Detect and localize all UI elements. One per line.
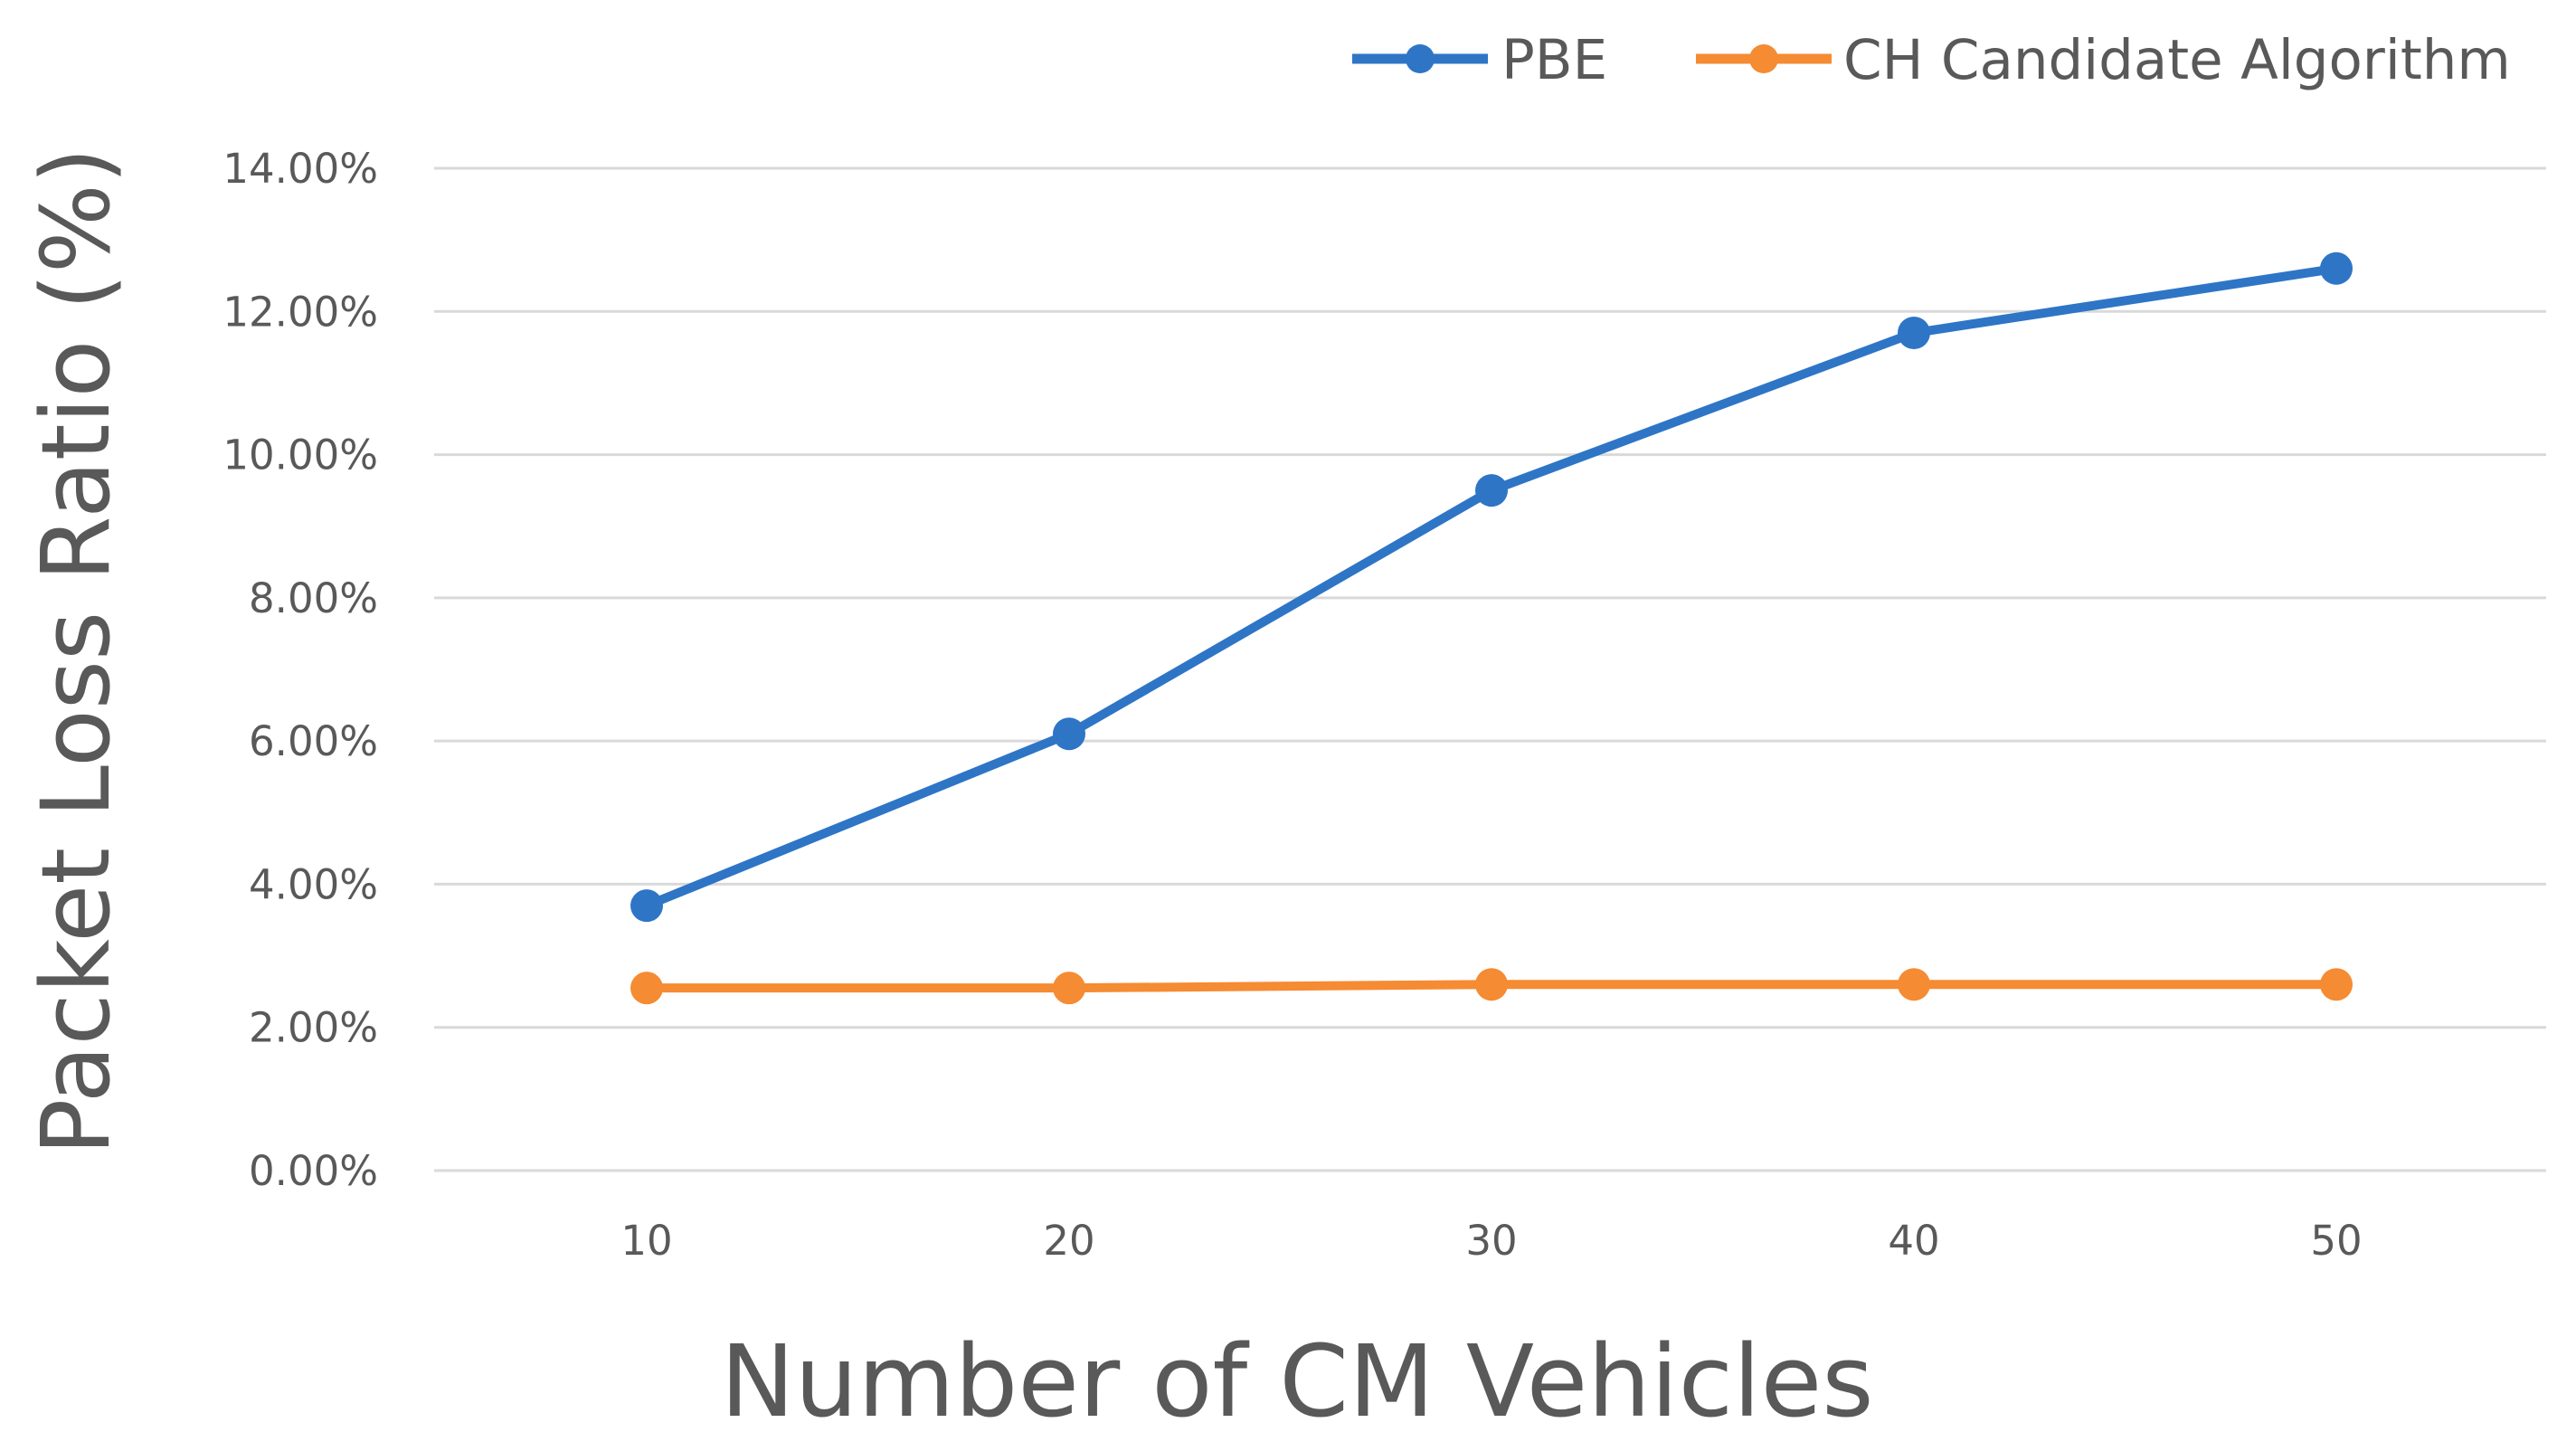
data-point-ch-candidate-algorithm	[630, 972, 663, 1005]
y-tick-label: 6.00%	[249, 717, 378, 765]
data-point-ch-candidate-algorithm	[2320, 968, 2353, 1001]
y-tick-label: 8.00%	[249, 574, 378, 622]
gridlines	[434, 166, 2546, 1172]
legend-entry-ch-candidate: CH Candidate Algorithm	[1696, 28, 2511, 92]
legend-entry-pbe: PBE	[1352, 28, 1607, 92]
legend-swatch-ch-marker	[1749, 44, 1778, 73]
y-tick-label: 10.00%	[223, 432, 378, 479]
data-point-ch-candidate-algorithm	[1053, 972, 1085, 1005]
x-tick-label: 20	[1043, 1217, 1094, 1265]
data-point-pbe	[1475, 474, 1508, 507]
x-tick-label: 30	[1465, 1217, 1517, 1265]
data-point-pbe	[1053, 717, 1085, 751]
data-point-ch-candidate-algorithm	[1898, 968, 1930, 1001]
legend-swatch-pbe-marker	[1406, 44, 1435, 73]
x-axis-title: Number of CM Vehicles	[720, 1323, 1873, 1439]
x-tick-label: 50	[2310, 1217, 2362, 1265]
x-tick-label: 10	[620, 1217, 672, 1265]
data-point-pbe	[630, 889, 663, 923]
y-axis-title: Packet Loss Ratio (%)	[21, 147, 131, 1156]
legend-label-pbe: PBE	[1501, 28, 1607, 92]
legend: PBE CH Candidate Algorithm	[1352, 28, 2511, 92]
y-tick-label: 2.00%	[249, 1004, 378, 1052]
series-line-pbe	[642, 263, 2341, 911]
data-point-pbe	[2320, 251, 2353, 285]
y-tick-label: 12.00%	[223, 288, 378, 336]
x-tick-label: 40	[1888, 1217, 1939, 1265]
legend-label-ch-candidate: CH Candidate Algorithm	[1843, 28, 2511, 92]
y-tick-label: 14.00%	[223, 145, 378, 193]
y-tick-label: 4.00%	[249, 860, 378, 908]
data-point-pbe	[1898, 317, 1930, 350]
y-axis-ticks: 0.00% 2.00% 4.00% 6.00% 8.00% 10.00% 12.00% 14.…	[223, 145, 378, 1195]
data-point-ch-candidate-algorithm	[1475, 968, 1508, 1001]
series-lines	[630, 251, 2353, 1005]
x-axis-ticks: 10 20 30 40 50	[620, 1217, 2362, 1265]
y-tick-label: 0.00%	[249, 1147, 378, 1195]
